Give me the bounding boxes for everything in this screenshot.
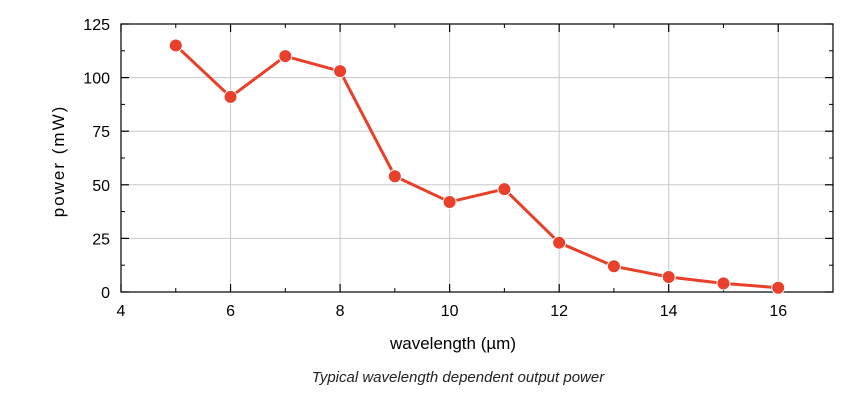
data-point bbox=[387, 169, 402, 184]
chart-caption: Typical wavelength dependent output powe… bbox=[312, 369, 605, 386]
data-point bbox=[716, 276, 731, 291]
grid-lines bbox=[121, 24, 833, 292]
data-point bbox=[278, 49, 293, 64]
y-tick-label: 25 bbox=[92, 231, 110, 248]
y-axis-label: power (mW) bbox=[49, 105, 68, 218]
x-tick-label: 16 bbox=[769, 303, 787, 320]
data-point bbox=[771, 280, 786, 295]
data-point bbox=[606, 259, 621, 274]
plot-frame bbox=[120, 23, 834, 293]
data-point bbox=[168, 38, 183, 53]
x-tick-label: 10 bbox=[441, 303, 459, 320]
y-tick-label: 100 bbox=[83, 71, 110, 88]
data-point bbox=[223, 89, 238, 104]
y-tick-label: 50 bbox=[92, 178, 110, 195]
data-point bbox=[442, 194, 457, 209]
data-point bbox=[661, 269, 676, 284]
data-point bbox=[552, 235, 567, 250]
y-tick-label: 0 bbox=[101, 285, 110, 302]
data-point bbox=[333, 64, 348, 79]
y-tick-label: 125 bbox=[83, 17, 110, 34]
x-axis-label: wavelength (µm) bbox=[389, 334, 516, 353]
axes: 4 6 8 10 12 14 16 0 25 50 75 100 125 bbox=[83, 17, 834, 320]
series-line bbox=[174, 43, 780, 290]
data-series bbox=[168, 38, 786, 295]
y-tick-label: 75 bbox=[92, 124, 110, 141]
x-tick-label: 14 bbox=[660, 303, 678, 320]
x-tick-label: 8 bbox=[336, 303, 345, 320]
x-tick-label: 12 bbox=[550, 303, 568, 320]
data-point bbox=[497, 182, 512, 197]
x-tick-label: 6 bbox=[226, 303, 235, 320]
x-tick-label: 4 bbox=[117, 303, 126, 320]
